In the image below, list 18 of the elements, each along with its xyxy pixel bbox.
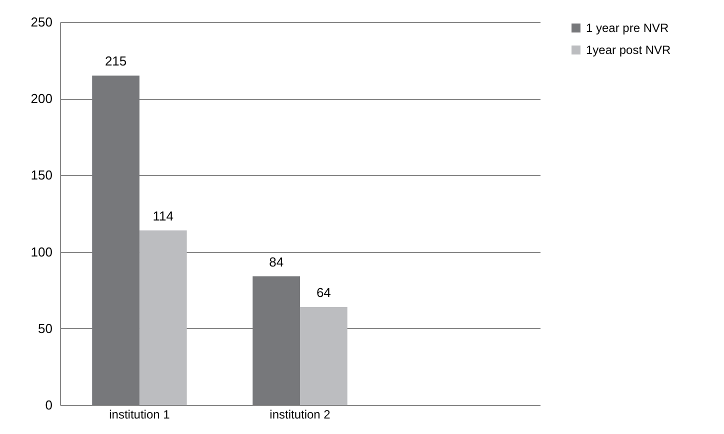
data-label: 84 bbox=[269, 254, 284, 270]
legend-label: 1 year pre NVR bbox=[586, 21, 670, 35]
y-tick-label: 200 bbox=[30, 91, 52, 106]
y-tick-label: 100 bbox=[30, 244, 52, 260]
legend-label: 1year post NVR bbox=[586, 43, 672, 57]
y-tick-label: 150 bbox=[30, 168, 52, 183]
bar bbox=[92, 76, 140, 405]
y-tick-label: 250 bbox=[30, 14, 52, 30]
y-tick-label: 0 bbox=[45, 398, 52, 412]
bar bbox=[300, 306, 348, 405]
x-tick-label: institution 2 bbox=[270, 408, 331, 422]
data-label: 215 bbox=[104, 54, 127, 69]
x-tick-label: institution 1 bbox=[109, 408, 170, 422]
data-label: 64 bbox=[316, 284, 331, 300]
bar bbox=[252, 276, 300, 405]
data-label: 114 bbox=[152, 208, 174, 224]
y-tick-label: 50 bbox=[38, 320, 52, 336]
bar bbox=[139, 230, 187, 405]
